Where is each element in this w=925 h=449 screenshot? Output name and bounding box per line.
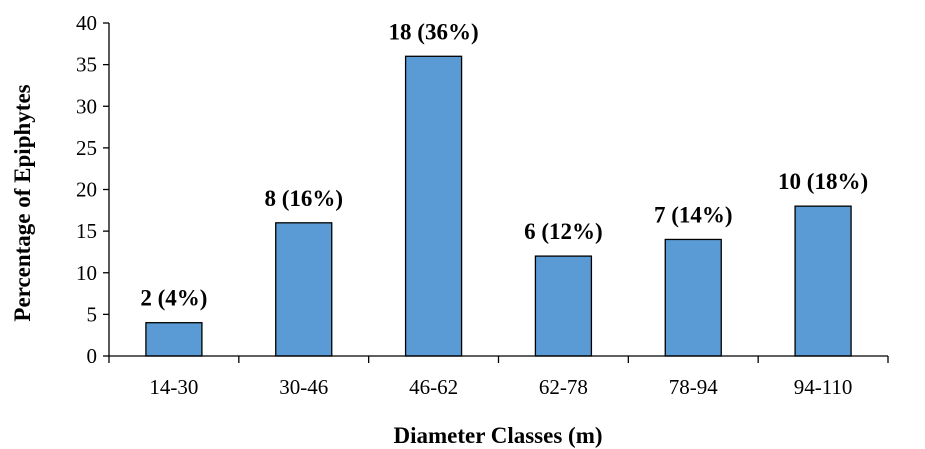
data-labels-layer: 2 (4%) 8 (16%) 18 (36%) 6 (12%) 7 (14%) 10 (1… (140, 19, 868, 310)
y-tick-label: 25 (76, 136, 97, 160)
bar (665, 239, 721, 356)
x-tick-label: 62-78 (539, 375, 588, 399)
bar-data-label: 8 (16%) (264, 186, 343, 211)
y-tick-label: 5 (87, 302, 98, 326)
y-tick-label: 10 (76, 261, 97, 285)
y-tick-label: 30 (76, 94, 97, 118)
y-axis-title: Percentage of Epiphytes (10, 84, 35, 321)
bar (535, 256, 591, 356)
x-tick-label: 94-110 (794, 375, 853, 399)
bar-data-label: 6 (12%) (524, 219, 603, 244)
bar (795, 206, 851, 356)
bar-data-label: 7 (14%) (654, 202, 733, 227)
y-tick-label: 40 (76, 11, 97, 35)
x-tick-label: 46-62 (409, 375, 458, 399)
y-tick-label: 0 (87, 344, 98, 368)
x-tick-label: 14-30 (149, 375, 198, 399)
bar (146, 323, 202, 356)
bars-layer (146, 56, 851, 356)
y-tick-label: 15 (76, 219, 97, 243)
bar-data-label: 18 (36%) (389, 19, 479, 44)
bar-data-label: 10 (18%) (778, 169, 868, 194)
y-tick-label: 35 (76, 53, 97, 77)
bar-data-label: 2 (4%) (140, 286, 207, 311)
x-tick-label: 30-46 (279, 375, 328, 399)
bar (276, 223, 332, 356)
x-axis: 14-30 30-46 46-62 62-78 78-94 94-110 (109, 356, 888, 399)
x-axis-title: Diameter Classes (m) (393, 423, 602, 448)
y-axis: 0 5 10 15 20 25 30 35 40 (76, 11, 109, 368)
y-tick-label: 20 (76, 178, 97, 202)
bar (406, 56, 462, 356)
x-tick-label: 78-94 (669, 375, 718, 399)
